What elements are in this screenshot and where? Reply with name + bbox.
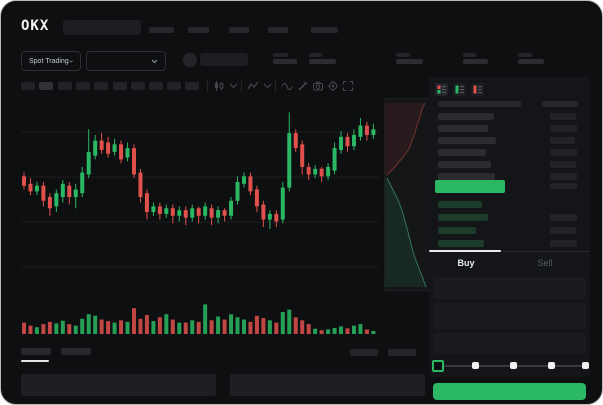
- bottom-tab[interactable]: [61, 348, 91, 355]
- timeframe-chip[interactable]: [39, 82, 53, 90]
- toolbar-divider: [241, 81, 242, 92]
- stat-value: [463, 59, 488, 64]
- trade-input-field[interactable]: [433, 333, 586, 353]
- settings-icon[interactable]: [327, 80, 339, 92]
- toolbar-divider: [275, 81, 276, 92]
- book-view-asks-icon[interactable]: [471, 83, 484, 96]
- ask-amount-bar: [550, 173, 577, 180]
- fullscreen-icon[interactable]: [342, 80, 354, 92]
- indicators-icon[interactable]: [247, 80, 259, 92]
- bottom-panel: [230, 374, 425, 396]
- volume-chart: [22, 304, 376, 334]
- stat-label: [273, 53, 288, 57]
- bid-amount-bar: [550, 240, 577, 247]
- ask-amount-bar: [550, 149, 577, 156]
- bid-amount-bar: [550, 227, 576, 234]
- ask-price-bar[interactable]: [438, 113, 494, 120]
- search-input[interactable]: [63, 20, 141, 35]
- nav-item[interactable]: [268, 27, 288, 33]
- tab-divider: [429, 251, 590, 252]
- bid-price-bar[interactable]: [438, 227, 476, 234]
- slider-step-dot[interactable]: [510, 362, 517, 369]
- trade-input-field[interactable]: [433, 277, 586, 299]
- book-view-bids-icon[interactable]: [453, 83, 466, 96]
- market-type-selector[interactable]: Spot Trading: [21, 51, 81, 71]
- depth-panel: [384, 98, 431, 291]
- active-tab-indicator: [429, 250, 501, 252]
- ask-amount-bar: [550, 125, 577, 132]
- trade-input-field[interactable]: [433, 303, 586, 329]
- timeframe-chip[interactable]: [185, 82, 199, 90]
- bid-price-bar[interactable]: [438, 214, 488, 221]
- ask-amount-bar: [550, 113, 576, 120]
- stat-value: [396, 59, 423, 64]
- stat-value: [309, 59, 336, 64]
- ask-price-bar[interactable]: [438, 149, 486, 156]
- stat-label: [396, 53, 410, 57]
- timeframe-chip[interactable]: [94, 82, 108, 90]
- bottom-tab[interactable]: [21, 348, 51, 355]
- book-header-price: [438, 101, 521, 107]
- ask-amount-bar: [550, 161, 576, 168]
- bid-price-bar[interactable]: [438, 201, 482, 208]
- timeframe-chip[interactable]: [113, 82, 127, 90]
- bid-amount-bar: [550, 214, 577, 221]
- stat-value: [518, 59, 544, 64]
- tab-sell[interactable]: Sell: [537, 258, 553, 268]
- book-view-combined-icon[interactable]: [435, 83, 448, 96]
- slider-step-dot[interactable]: [582, 362, 589, 369]
- nav-item[interactable]: [311, 27, 338, 33]
- camera-icon[interactable]: [312, 80, 324, 92]
- book-header-amount: [542, 101, 578, 107]
- line-tool-icon[interactable]: [281, 80, 293, 92]
- last-price-bar[interactable]: [435, 180, 505, 193]
- timeframe-chip[interactable]: [167, 82, 181, 90]
- stat-label: [463, 53, 476, 57]
- candle-style-icon[interactable]: [213, 80, 225, 92]
- pair-coin-avatar: [183, 53, 197, 67]
- ask-price-bar[interactable]: [438, 137, 496, 144]
- ask-price-bar[interactable]: [438, 161, 491, 168]
- amount-slider-handle[interactable]: [432, 360, 444, 372]
- chevron-down-icon: [69, 59, 73, 63]
- depth-chart: [385, 102, 427, 288]
- ask-price-bar[interactable]: [438, 125, 488, 132]
- pair-name-placeholder: [200, 53, 248, 66]
- timeframe-chip[interactable]: [58, 82, 72, 90]
- timeframe-chip[interactable]: [149, 82, 163, 90]
- draw-tool-icon[interactable]: [297, 80, 309, 92]
- slider-step-dot[interactable]: [548, 362, 555, 369]
- ask-amount-bar: [550, 137, 575, 144]
- bottom-link[interactable]: [388, 349, 416, 356]
- last-price-amount-bar: [550, 183, 577, 189]
- stat-label: [518, 53, 532, 57]
- stat-label: [309, 53, 322, 57]
- timeframe-chip[interactable]: [131, 82, 145, 90]
- pair-selector[interactable]: [86, 51, 166, 71]
- nav-item[interactable]: [229, 27, 249, 33]
- nav-item[interactable]: [188, 27, 209, 33]
- ask-price-bar[interactable]: [438, 173, 495, 180]
- chevron-down-icon[interactable]: [229, 83, 241, 95]
- candlestick-chart[interactable]: [21, 101, 379, 293]
- bottom-active-tab-underline: [21, 360, 49, 362]
- toolbar-divider: [207, 81, 208, 92]
- slider-step-dot[interactable]: [472, 362, 479, 369]
- timeframe-chip[interactable]: [76, 82, 90, 90]
- timeframe-chip[interactable]: [21, 82, 35, 90]
- market-type-label: Spot Trading: [29, 57, 69, 65]
- chevron-down-icon: [151, 59, 158, 63]
- tab-buy[interactable]: Buy: [457, 258, 475, 268]
- bid-price-bar[interactable]: [438, 240, 484, 247]
- nav-item[interactable]: [149, 27, 174, 33]
- okx-logo[interactable]: OKX: [21, 18, 50, 34]
- order-book-panel: Buy Sell: [429, 77, 590, 404]
- chevron-down-icon[interactable]: [263, 83, 275, 95]
- bottom-link[interactable]: [350, 349, 378, 356]
- stat-value: [273, 59, 297, 64]
- bottom-panel: [21, 374, 216, 396]
- buy-button[interactable]: [433, 383, 586, 400]
